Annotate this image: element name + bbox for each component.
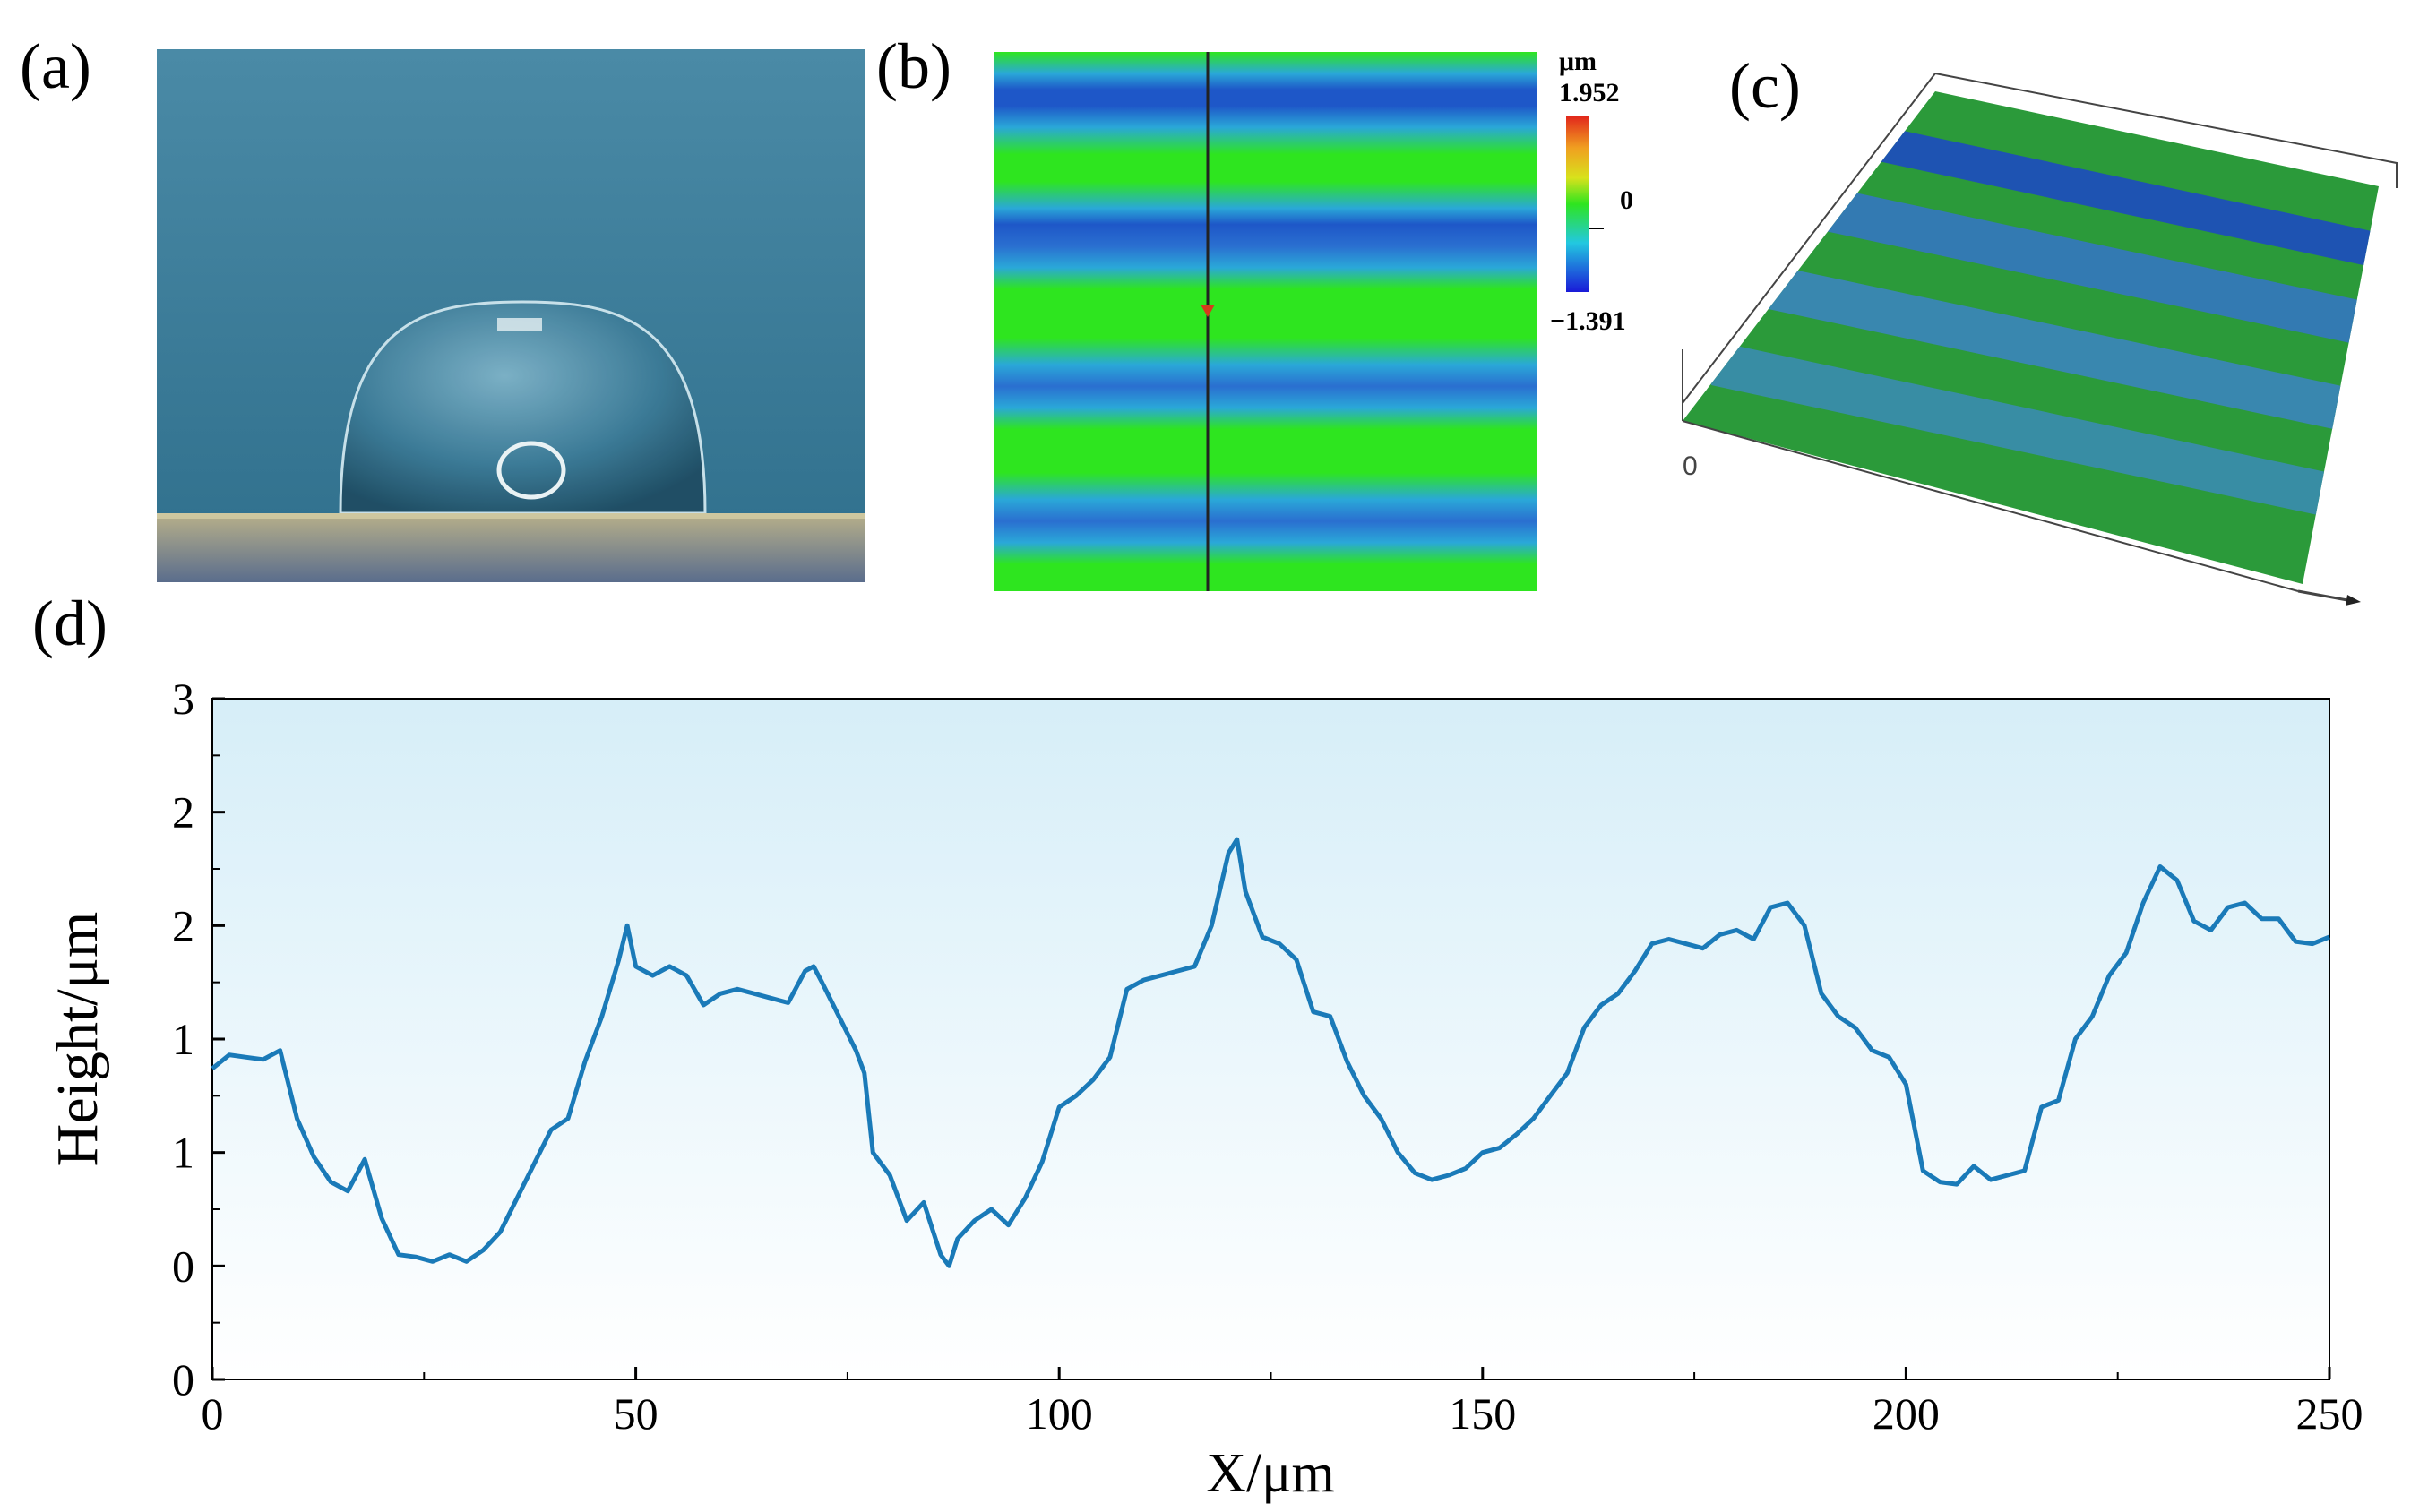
colorbar: μm 1.952 0 −1.391 [1550,45,1666,340]
panel-c-label: (c) [1729,50,1801,122]
y-tick-label: 1 [172,1014,194,1064]
x-tick-label: 150 [1449,1388,1516,1439]
panel-a-label: (a) [20,30,91,102]
surface-3d: 0 [1657,63,2401,609]
x-tick-label: 250 [2296,1388,2363,1439]
y-tick-label: 2 [172,787,194,838]
series-height-profile [211,837,2330,1268]
panel-d-label: (d) [32,588,108,659]
surface-origin-label: 0 [1683,451,1698,481]
x-tick-label: 0 [202,1388,224,1439]
colorbar-gradient [1566,116,1589,292]
y-tick-label: 0 [172,1241,194,1291]
height-map-2d [994,52,1537,591]
x-axis-label: X/μm [1206,1443,1334,1504]
y-tick-label: 1 [172,1128,194,1178]
colorbar-max: 1.952 [1559,78,1620,107]
y-axis-label: Height/μm [45,912,110,1167]
plot-area [211,698,2330,1380]
y-tick-label: 0 [172,1354,194,1405]
profile-marker [1201,305,1215,317]
panel-b-label: (b) [876,30,951,102]
x-tick-label: 50 [614,1388,659,1439]
y-tick-label: 3 [172,674,194,724]
colorbar-mid: 0 [1620,185,1633,215]
x-tick-label: 100 [1026,1388,1093,1439]
x-tick-label: 200 [1873,1388,1940,1439]
droplet-photo [157,49,865,582]
colorbar-min: −1.391 [1550,306,1626,336]
y-tick-label: 2 [172,900,194,950]
colorbar-unit: μm [1559,47,1597,76]
